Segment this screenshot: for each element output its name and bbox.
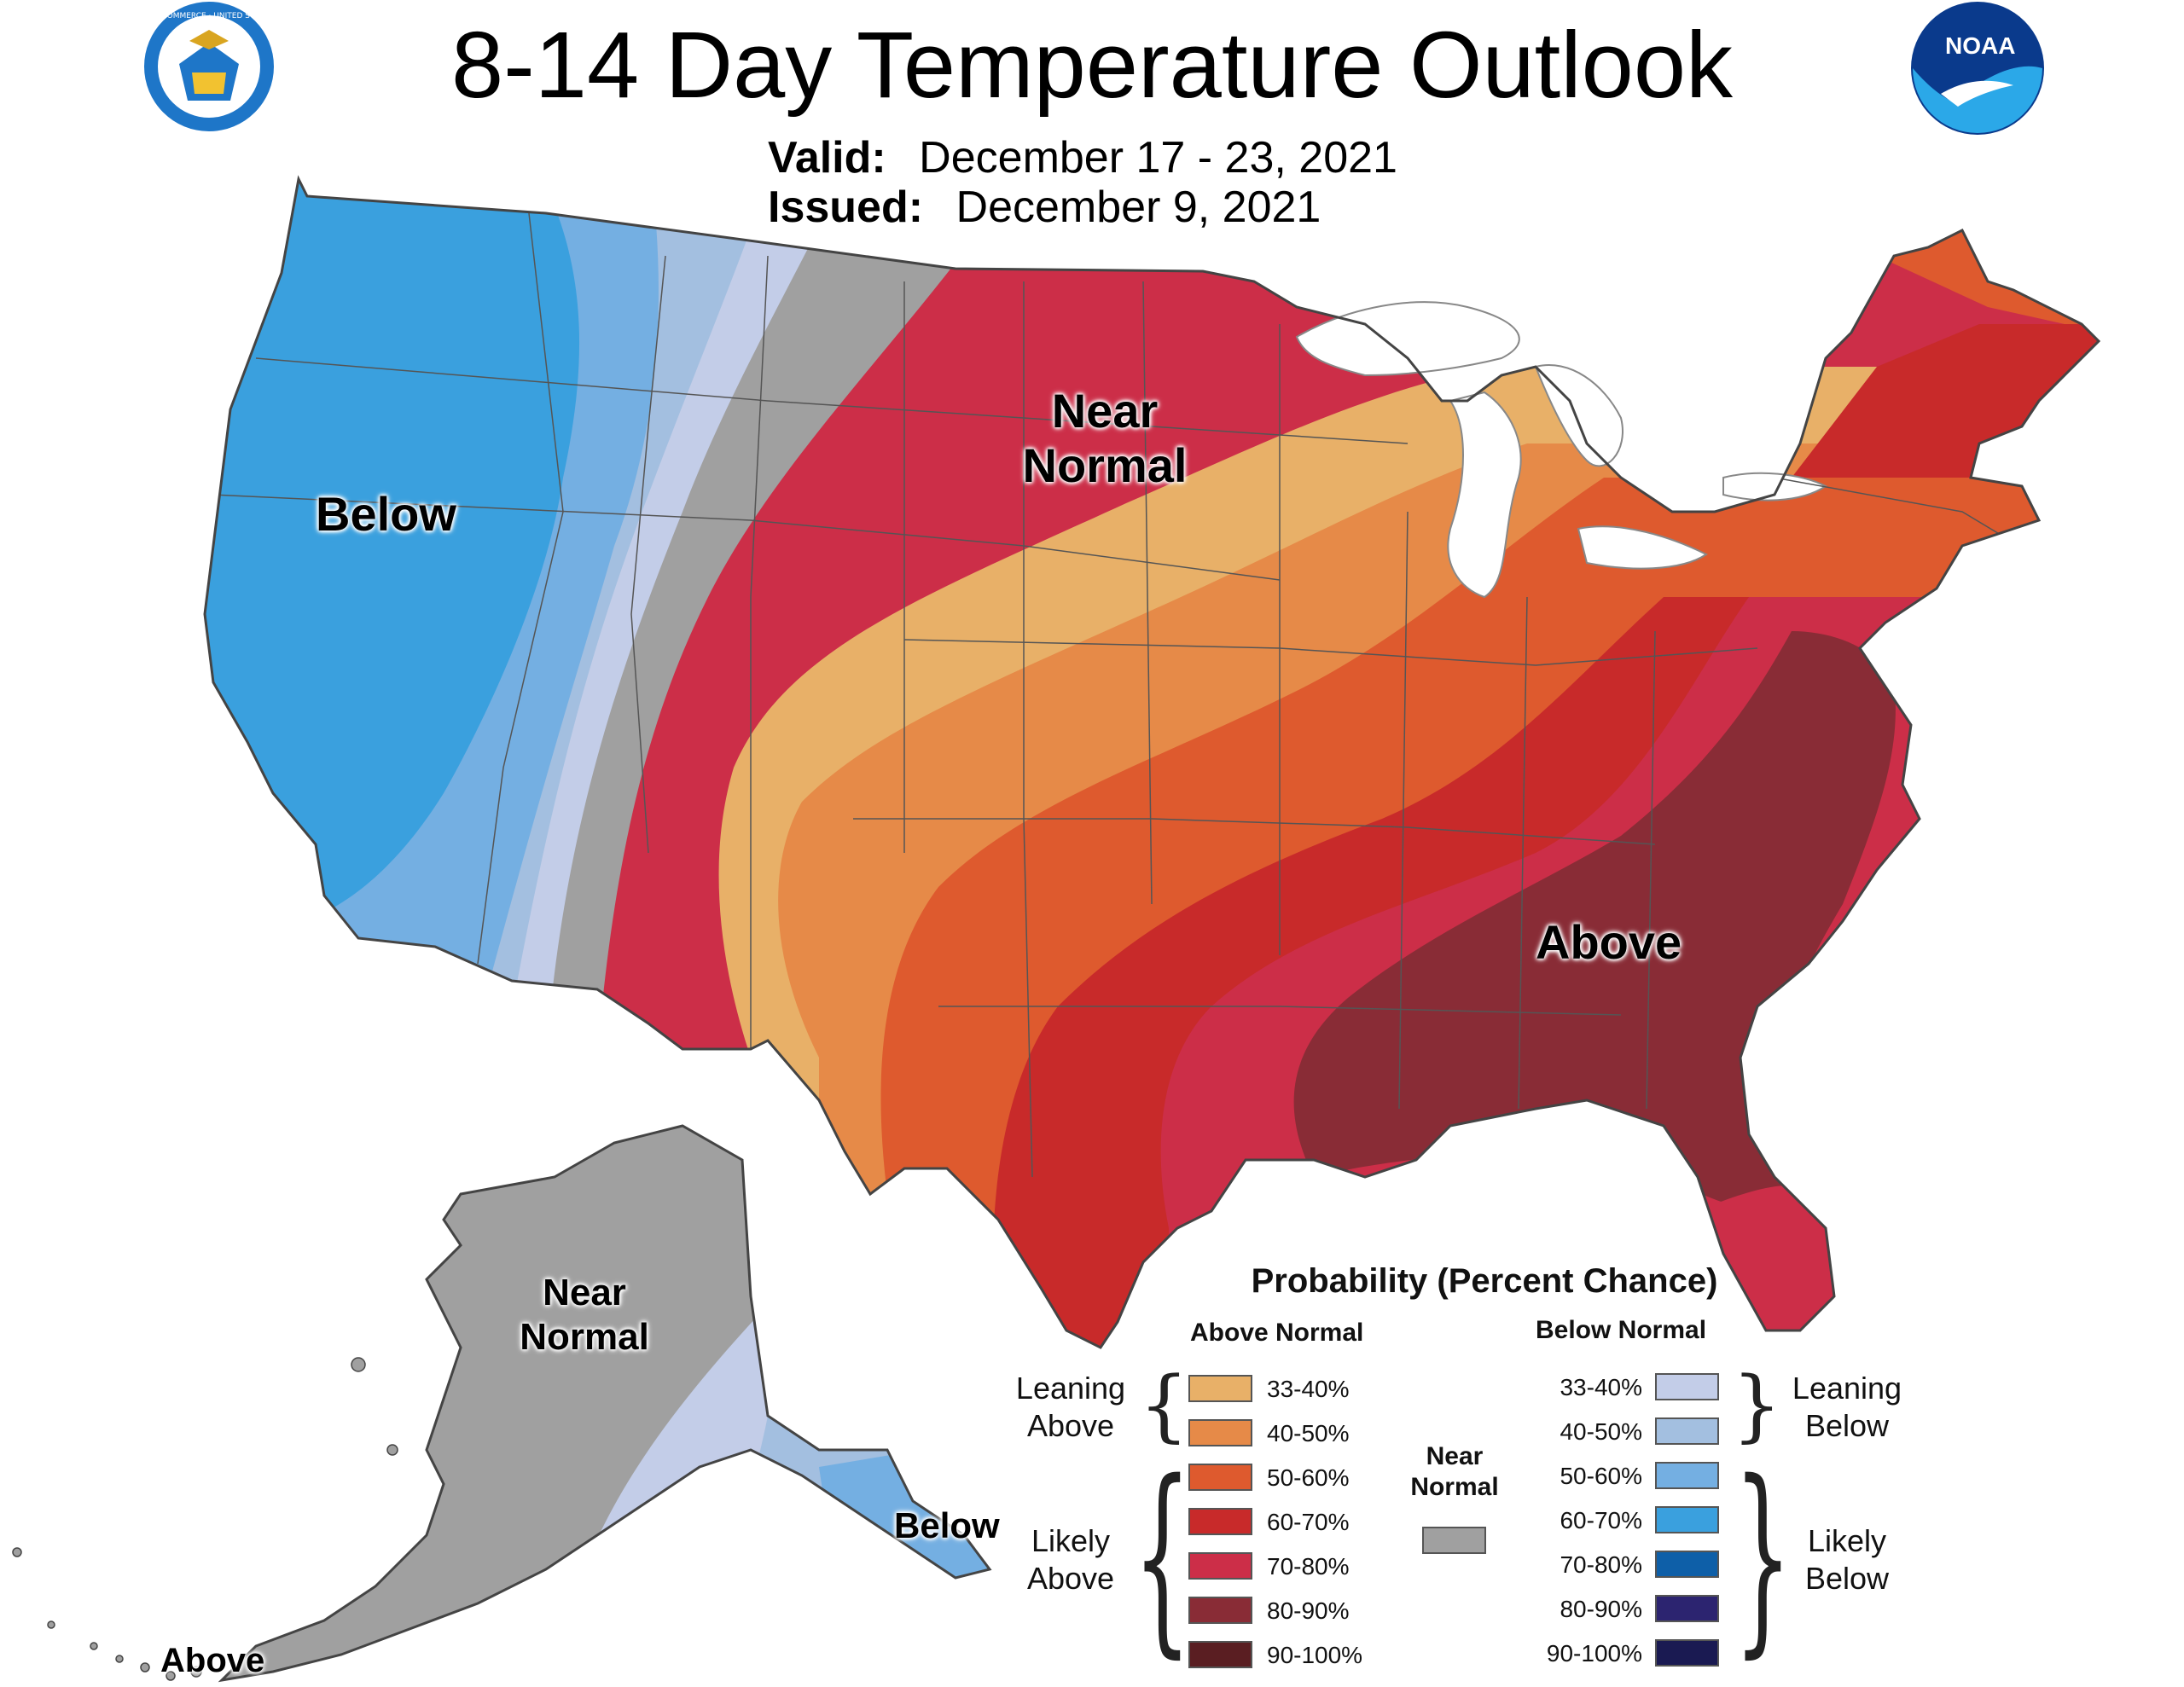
legend-below-row: 70-80% — [1527, 1551, 1749, 1585]
legend-near-swatch — [1422, 1527, 1486, 1554]
legend-above-range: 50-60% — [1267, 1464, 1350, 1491]
legend-below-row: 40-50% — [1527, 1417, 1749, 1452]
state-boundaries — [212, 212, 2048, 1178]
legend-above-swatch — [1188, 1464, 1252, 1491]
likely-below-line1: Likely — [1807, 1523, 1887, 1558]
legend-below-range: 80-90% — [1560, 1596, 1642, 1622]
likely-below-label: Likely Below — [1783, 1522, 1911, 1597]
legend-above-row: 80-90% — [1188, 1597, 1410, 1631]
page-title: 8-14 Day Temperature Outlook — [450, 13, 1734, 118]
near-header-line1: Near — [1426, 1442, 1484, 1470]
leaning-above-line2: Above — [1026, 1408, 1115, 1443]
legend-below-swatch — [1655, 1595, 1719, 1622]
legend-below-swatch — [1655, 1639, 1719, 1667]
alaska-outline — [218, 1124, 992, 1683]
legend-above-swatch — [1188, 1419, 1252, 1446]
likely-above-line2: Above — [1026, 1561, 1115, 1596]
brace-likely-below: } — [1734, 1437, 1792, 1676]
legend-below-swatch — [1655, 1417, 1719, 1445]
label-ak-near-line2: Normal — [520, 1316, 649, 1358]
valid-label: Valid: — [768, 133, 886, 183]
leaning-below-line2: Below — [1804, 1408, 1890, 1443]
brace-leaning-above: { — [1139, 1359, 1189, 1451]
legend-below-range: 33-40% — [1560, 1374, 1642, 1400]
label-above: Above — [1536, 915, 1682, 969]
brace-leaning-below: } — [1732, 1359, 1782, 1451]
legend-below-swatch — [1655, 1462, 1719, 1489]
conus-outline — [203, 175, 2101, 1349]
issued-line: Issued: December 9, 2021 — [768, 182, 1321, 233]
label-near-normal-line1: Near — [1051, 384, 1159, 438]
legend-below-row: 90-100% — [1527, 1639, 1749, 1673]
commerce-seal-text: DEPARTMENT OF COMMERCE · UNITED STATES O… — [145, 12, 273, 20]
legend-above-swatch — [1188, 1552, 1252, 1580]
legend-above-swatch — [1188, 1375, 1252, 1402]
near-header-line2: Normal — [1410, 1473, 1499, 1501]
legend-below-swatch — [1655, 1373, 1719, 1400]
legend-above-row: 33-40% — [1188, 1375, 1410, 1409]
commerce-seal-logo — [144, 2, 274, 131]
issued-label: Issued: — [768, 183, 924, 232]
legend-above-range: 70-80% — [1267, 1553, 1350, 1580]
legend-above-row: 70-80% — [1188, 1552, 1410, 1586]
legend-below-row: 33-40% — [1527, 1373, 1749, 1407]
legend-above-row: 50-60% — [1188, 1464, 1410, 1498]
legend-above-range: 60-70% — [1267, 1509, 1350, 1535]
valid-value: December 17 - 23, 2021 — [919, 133, 1397, 183]
label-ak-below: Below — [894, 1505, 1000, 1545]
leaning-below-label: Leaning Below — [1783, 1370, 1911, 1445]
likely-below-line2: Below — [1804, 1561, 1890, 1596]
legend-below-row: 60-70% — [1527, 1506, 1749, 1540]
legend-above-row: 90-100% — [1188, 1641, 1410, 1675]
legend-below-swatch — [1655, 1506, 1719, 1533]
legend-below-header: Below Normal — [1536, 1316, 1707, 1344]
legend-below-swatch — [1655, 1551, 1719, 1578]
legend-title: Probability (Percent Chance) — [1251, 1262, 1718, 1300]
legend-above-range: 80-90% — [1267, 1597, 1350, 1624]
legend-above-range: 33-40% — [1267, 1376, 1350, 1402]
legend-above-range: 90-100% — [1267, 1642, 1363, 1668]
valid-line: Valid: December 17 - 23, 2021 — [768, 132, 1397, 183]
likely-above-label: Likely Above — [1007, 1522, 1135, 1597]
label-near-normal-line2: Normal — [1022, 438, 1188, 492]
legend-below-range: 70-80% — [1560, 1551, 1642, 1578]
legend-near-header: Near Normal — [1403, 1441, 1506, 1503]
legend-above-row: 60-70% — [1188, 1508, 1410, 1542]
leaning-above-label: Leaning Above — [1007, 1370, 1135, 1445]
legend-below-range: 90-100% — [1546, 1640, 1642, 1667]
noaa-logo — [1911, 2, 2044, 135]
alaska-outlook-bands — [222, 1126, 990, 1680]
label-near-normal: Near Normal — [1015, 384, 1194, 493]
legend-above-range: 40-50% — [1267, 1420, 1350, 1446]
legend-above-swatch — [1188, 1508, 1252, 1535]
seal-text: DEPARTMENT OF COMMERCE · UNITED STATES O… — [145, 12, 273, 20]
noaa-logo-text: NOAA — [1945, 32, 2016, 59]
legend-below-range: 60-70% — [1560, 1507, 1642, 1533]
legend-below-range: 50-60% — [1560, 1463, 1642, 1489]
legend-below-range: 40-50% — [1560, 1418, 1642, 1445]
leaning-below-line1: Leaning — [1792, 1371, 1902, 1406]
label-ak-above: Above — [160, 1642, 265, 1679]
legend-below-row: 50-60% — [1527, 1462, 1749, 1496]
legend-above-swatch — [1188, 1641, 1252, 1668]
aleutian-islands — [12, 1357, 398, 1681]
label-ak-near-line1: Near — [543, 1272, 626, 1313]
label-below: Below — [316, 487, 456, 541]
legend-above-swatch — [1188, 1597, 1252, 1624]
legend-below-row: 80-90% — [1527, 1595, 1749, 1629]
likely-above-line1: Likely — [1031, 1523, 1111, 1558]
legend-above-row: 40-50% — [1188, 1419, 1410, 1453]
leaning-above-line1: Leaning — [1015, 1371, 1126, 1406]
label-ak-near-normal: Near Normal — [503, 1271, 665, 1359]
issued-value: December 9, 2021 — [956, 183, 1321, 232]
brace-likely-above: { — [1133, 1437, 1192, 1676]
legend-above-header: Above Normal — [1190, 1319, 1364, 1347]
